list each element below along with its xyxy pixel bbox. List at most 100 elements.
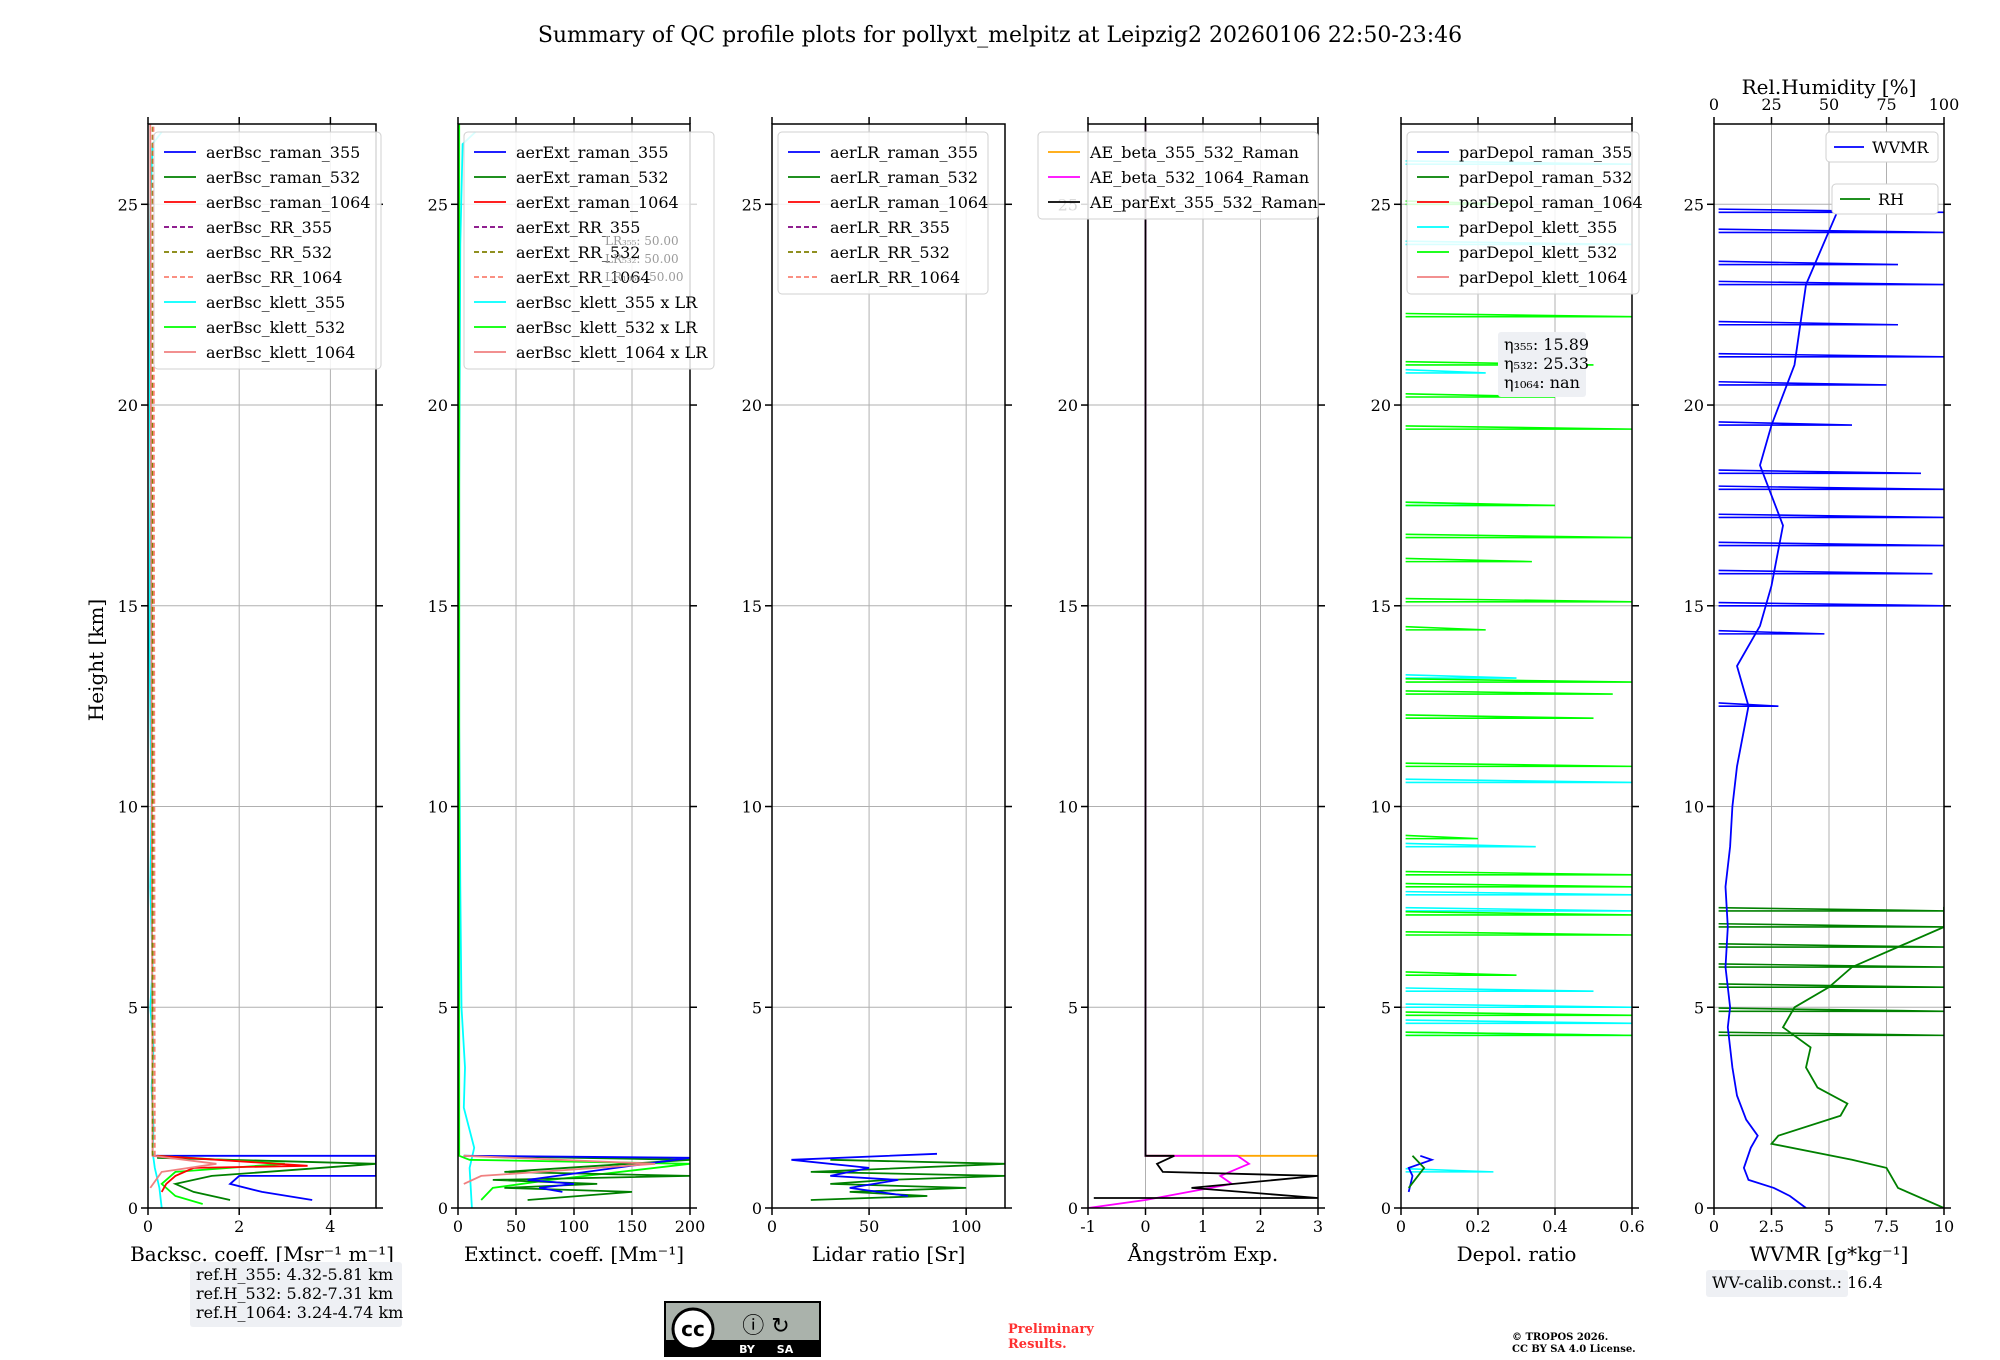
panel-5: 0 5 10 15 20 25 0 0.2 0.4 0.6 Depol. ratio parDepol… <box>1371 117 1645 1266</box>
profile-spike <box>1405 906 1632 912</box>
series-aerExt_raman_355 <box>463 1154 690 1193</box>
profile-spike <box>1405 392 1556 398</box>
copyright-line-2: CC BY SA 4.0 License. <box>1512 1344 1636 1355</box>
profile-spike <box>1718 569 1933 575</box>
legend-box <box>463 131 715 370</box>
plot-area <box>148 124 376 1208</box>
y-tick-label: 25 <box>742 195 762 214</box>
panel-6: 0 5 10 15 20 25 0 2.5 5 7.5 10 WVMR [g*kg⁻¹] Rel.Hum… <box>1684 75 1960 1297</box>
series-aerExt_raman_532 <box>463 1154 690 1201</box>
profile-spike <box>1718 208 1944 214</box>
profile-spike <box>1405 910 1632 916</box>
x-axis-label: Ångström Exp. <box>1127 1241 1278 1266</box>
legend: parDepol_raman_355 parDepol_raman_532 parD… <box>1406 131 1643 295</box>
legend-label: aerLR_raman_532 <box>830 168 978 187</box>
x-tick-label: 0 <box>767 1217 777 1236</box>
x-tick-label: 5 <box>1824 1217 1834 1236</box>
annotation-line: η₁₀₆₄: nan <box>1504 373 1580 392</box>
y-tick-label: 5 <box>752 998 762 1017</box>
series-aerLR_raman_355 <box>791 1152 938 1197</box>
annotation-line: LR₃₅₅: 50.00 <box>605 234 679 248</box>
footer: cc ⓘ ↻ BY SA Preliminary Results. © TROP… <box>664 1301 1636 1357</box>
plot-area <box>458 124 690 1208</box>
plot-area <box>1405 160 1632 1193</box>
legend: aerBsc_raman_355 aerBsc_raman_532 aerBsc_r… <box>153 131 382 370</box>
legend-label: RH <box>1878 190 1904 209</box>
y-tick-label: 5 <box>1381 998 1391 1017</box>
legend-label: aerBsc_klett_1064 <box>206 343 355 362</box>
legend-label: parDepol_klett_355 <box>1459 218 1617 237</box>
series-parDepol_raman_532 <box>1407 1155 1426 1189</box>
profile-spike <box>1405 678 1632 683</box>
y-tick-label: 15 <box>428 597 448 616</box>
axes-frame <box>771 123 1006 1209</box>
y-tick-label: 0 <box>1694 1199 1704 1218</box>
x-axis-label: Lidar ratio [Sr] <box>812 1242 966 1266</box>
y-tick-label: 20 <box>118 396 138 415</box>
x-axis-label: Depol. ratio <box>1457 1242 1577 1266</box>
legend-label: AE_beta_532_1064_Raman <box>1089 168 1309 187</box>
sa-label: SA <box>777 1343 794 1356</box>
legend-label: aerBsc_RR_532 <box>206 243 332 262</box>
y-tick-label: 20 <box>1371 396 1391 415</box>
profile-spike <box>1405 312 1632 318</box>
y-tick-label: 25 <box>1684 195 1704 214</box>
copyright-line-1: © TROPOS 2026. <box>1512 1332 1608 1343</box>
y-tick-label: 15 <box>1684 597 1704 616</box>
y-tick-label: 10 <box>428 798 448 817</box>
profile-spike <box>1405 778 1632 784</box>
profile-spike <box>1718 963 1944 968</box>
legend-box <box>1406 131 1640 295</box>
profile-spike <box>1405 1167 1494 1173</box>
legend-label: parDepol_raman_1064 <box>1459 193 1643 212</box>
axes-frame <box>1400 123 1633 1209</box>
y-tick-label: 25 <box>428 195 448 214</box>
legend-label: AE_parExt_355_532_Raman <box>1089 193 1318 212</box>
y-tick-label: 10 <box>118 798 138 817</box>
x-tick-label: 3 <box>1313 1217 1323 1236</box>
annotation-line: ref.H_532: 5.82-7.31 km <box>196 1284 393 1303</box>
y-tick-label: 15 <box>742 597 762 616</box>
profile-spike <box>1718 943 1944 948</box>
series-parDepol_raman_355 <box>1407 1154 1435 1193</box>
x-tick-label: 200 <box>675 1217 706 1236</box>
profile-spike <box>1718 228 1944 234</box>
legend: AE_beta_355_532_Raman AE_beta_532_1064_Ra… <box>1037 131 1319 220</box>
profile-spike <box>1718 601 1944 607</box>
figure-title: Summary of QC profile plots for pollyxt_… <box>538 23 1462 48</box>
legend-label: aerExt_RR_1064 <box>516 268 651 287</box>
top-axis-label: Rel.Humidity [%] <box>1742 75 1917 99</box>
legend-label: aerBsc_klett_532 <box>206 318 345 337</box>
profile-spike <box>1405 625 1486 631</box>
legend-label: WVMR <box>1872 138 1929 157</box>
top-tick-label: 100 <box>1929 95 1960 114</box>
plot-area <box>791 1152 1005 1201</box>
plot-area <box>1718 203 1944 1208</box>
x-tick-label: 0 <box>143 1217 153 1236</box>
by-label: BY <box>739 1343 756 1356</box>
legend-label: aerBsc_RR_1064 <box>206 268 342 287</box>
profile-spike <box>1718 320 1899 326</box>
y-tick-label: 5 <box>128 998 138 1017</box>
annotation-line: LR₁₀₆₄: 50.00 <box>605 270 683 284</box>
annotation: WV-calib.const.: 16.4 <box>1706 1270 1883 1297</box>
x-tick-label: 0.6 <box>1619 1217 1644 1236</box>
profile-spike <box>1718 983 1944 988</box>
legend-label: aerLR_RR_1064 <box>830 268 960 287</box>
legend-label: aerLR_RR_532 <box>830 243 950 262</box>
x-tick-label: 0.4 <box>1542 1217 1567 1236</box>
legend-label: aerExt_RR_355 <box>516 218 640 237</box>
legend-label: AE_beta_355_532_Raman <box>1089 143 1299 162</box>
x-tick-label: 0 <box>1396 1217 1406 1236</box>
license-badge: cc ⓘ ↻ BY SA <box>664 1301 821 1357</box>
profile-spike <box>1405 425 1632 430</box>
x-tick-label: 2 <box>234 1217 244 1236</box>
x-tick-label: 4 <box>325 1217 335 1236</box>
profile-spike <box>1405 834 1479 840</box>
y-tick-label: 20 <box>1058 396 1078 415</box>
profile-spike <box>1718 922 1944 928</box>
series-AE_parExt_355_532_Raman <box>1093 124 1318 1199</box>
